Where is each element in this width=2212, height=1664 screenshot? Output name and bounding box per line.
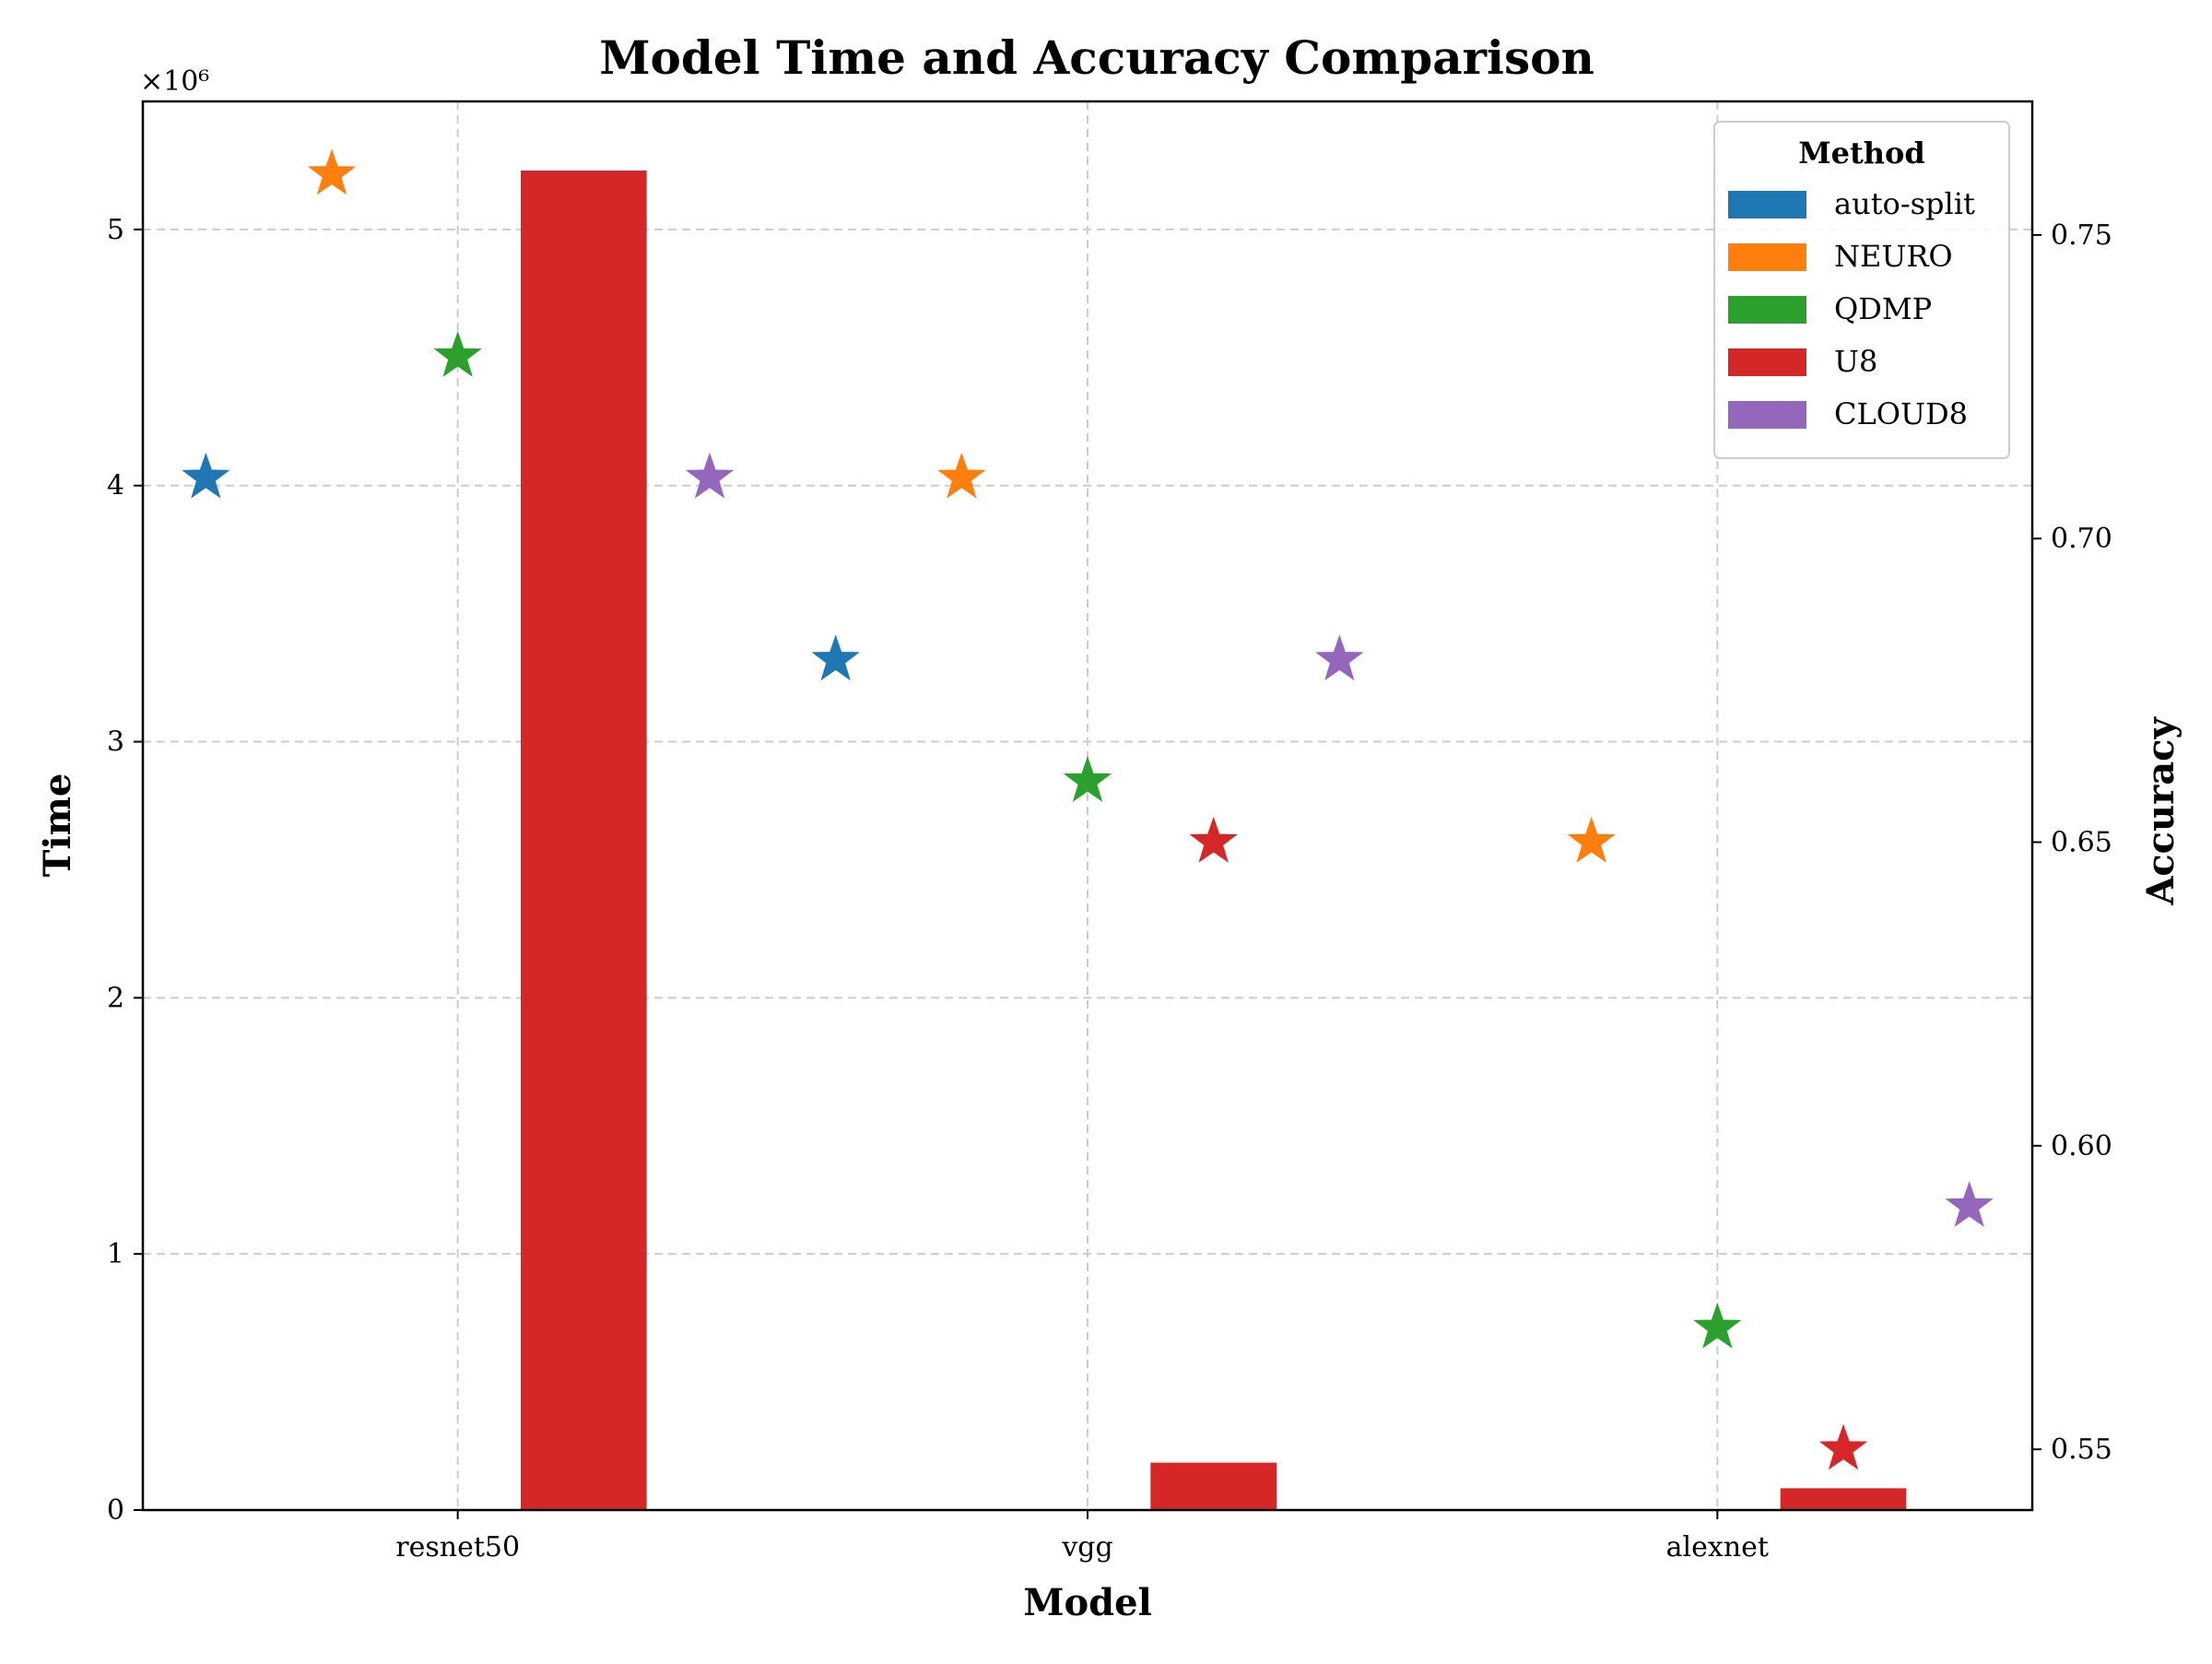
x-tick-label-alexnet: alexnet [1666, 1531, 1769, 1564]
legend-label: auto-split [1834, 186, 1975, 221]
y-axis-offset-label: ×10⁶ [140, 65, 209, 98]
x-tick-label-vgg: vgg [1061, 1531, 1112, 1564]
legend-label: CLOUD8 [1834, 396, 1968, 431]
legend-item-U8: U8 [1728, 344, 1877, 379]
point-auto-split-resnet50 [182, 452, 230, 499]
legend-label: U8 [1834, 344, 1877, 379]
legend-label: NEURO [1834, 239, 1953, 274]
legend-swatch [1728, 348, 1806, 376]
y2-tick-label: 0.75 [2051, 219, 2112, 252]
bar-U8-resnet50 [521, 171, 647, 1511]
y-tick-label: 3 [107, 726, 124, 759]
point-NEURO-vgg [937, 452, 986, 499]
legend-swatch [1728, 243, 1806, 271]
point-CLOUD8-alexnet [1945, 1181, 1994, 1227]
point-NEURO-alexnet [1567, 816, 1616, 863]
x-axis-label: Model [1023, 1581, 1152, 1624]
point-auto-split-vgg [811, 634, 860, 681]
bar-U8-vgg [1150, 1462, 1277, 1510]
point-CLOUD8-vgg [1315, 634, 1364, 681]
y2-tick-label: 0.55 [2051, 1434, 2112, 1466]
legend-swatch [1728, 191, 1806, 218]
point-QDMP-alexnet [1693, 1302, 1742, 1349]
y2-tick-label: 0.70 [2051, 523, 2112, 555]
y-tick-label: 4 [107, 470, 124, 502]
point-U8-alexnet [1818, 1423, 1868, 1470]
y2-tick-label: 0.60 [2051, 1130, 2112, 1162]
point-QDMP-resnet50 [433, 331, 482, 377]
legend-item-QDMP: QDMP [1728, 291, 1932, 326]
legend-item-auto-split: auto-split [1728, 186, 1975, 221]
legend: Method auto-split NEURO QDMP U8 CLOUD8 [1713, 121, 2010, 459]
legend-swatch [1728, 401, 1806, 429]
y-tick-label: 5 [107, 214, 124, 246]
legend-swatch [1728, 296, 1806, 324]
point-U8-vgg [1189, 816, 1238, 863]
legend-label: QDMP [1834, 291, 1932, 326]
bar-U8-alexnet [1780, 1488, 1907, 1510]
x-tick-label-resnet50: resnet50 [395, 1531, 520, 1564]
point-NEURO-resnet50 [307, 148, 357, 195]
legend-title: Method [1798, 136, 1925, 171]
y2-axis-label: Accuracy [2139, 716, 2183, 906]
legend-item-CLOUD8: CLOUD8 [1728, 396, 1968, 431]
chart-title: Model Time and Accuracy Comparison [599, 30, 1594, 85]
point-QDMP-vgg [1063, 756, 1112, 802]
y2-tick-label: 0.65 [2051, 827, 2112, 859]
y-tick-label: 1 [107, 1238, 124, 1270]
y-axis-label: Time [36, 773, 79, 878]
legend-item-NEURO: NEURO [1728, 239, 1953, 274]
y-tick-label: 2 [107, 982, 124, 1014]
point-CLOUD8-resnet50 [685, 452, 735, 499]
y-tick-label: 0 [107, 1494, 124, 1527]
plot-frame [141, 100, 2034, 1512]
